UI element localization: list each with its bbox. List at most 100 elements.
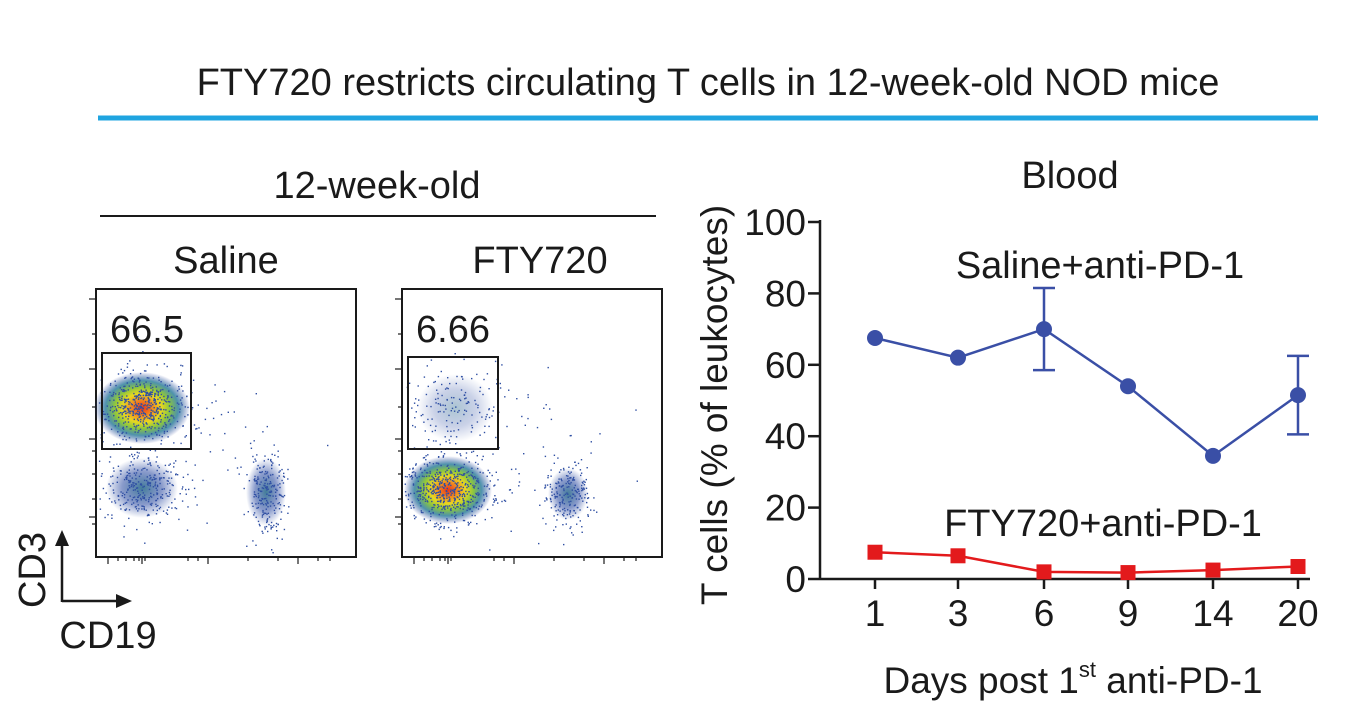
event-dot [446,518,448,520]
event-dot [141,505,143,507]
event-dot [272,502,274,505]
event-dot [579,495,581,498]
event-dot [169,423,172,425]
event-dot [143,412,145,414]
event-dot [274,491,277,493]
event-dot [567,471,570,473]
event-dot [462,499,465,501]
event-dot [436,495,438,497]
event-dot [112,489,115,491]
event-dot [439,494,441,496]
event-dot [127,474,129,477]
event-dot [143,460,145,462]
event-dot [128,415,130,418]
event-dot [278,464,280,466]
event-dot [440,370,442,373]
flow-plot-fty720: FTY720 6.66 [401,240,663,558]
event-dot [267,502,269,504]
event-dot [135,408,137,410]
event-dot [141,397,143,399]
event-dot [110,476,112,478]
event-dot [133,381,135,383]
event-dot [439,522,442,525]
event-dot [449,382,451,385]
event-dot [470,474,472,476]
event-dot [410,492,412,495]
event-dot [156,390,158,393]
event-dot [420,505,422,507]
event-dot [572,478,574,480]
event-dot [272,495,274,497]
event-dot [503,499,506,502]
event-dot [424,494,426,496]
event-dot [449,476,452,478]
event-dot [114,380,116,382]
event-dot [465,397,467,399]
event-dot [133,485,136,487]
event-dot [486,475,488,477]
event-dot [449,498,451,500]
event-dot [468,491,470,493]
event-dot [163,399,166,401]
event-dot [437,524,439,526]
event-dot [178,386,180,388]
event-dot [212,417,215,420]
event-dot [586,492,589,495]
event-dot [135,395,137,397]
event-dot [546,499,548,501]
event-dot [486,508,489,511]
event-dot [146,364,148,366]
event-dot [123,496,126,499]
event-dot [161,494,164,496]
event-dot [169,384,171,386]
event-dot [421,475,424,477]
event-dot [559,506,561,508]
event-dot [547,366,549,369]
event-dot [461,495,463,498]
event-dot [585,478,587,481]
event-dot [275,495,277,497]
event-dot [110,428,113,430]
event-dot [481,416,483,418]
event-dot [159,406,161,408]
event-dot [150,496,153,498]
event-dot [453,397,455,399]
event-dot [135,385,137,388]
event-dot [550,418,553,421]
event-dot [281,479,283,482]
event-dot [569,511,571,513]
event-dot [547,475,549,477]
event-dot [416,491,418,493]
event-dot [111,517,113,519]
event-dot [153,411,156,413]
event-dot [149,407,151,409]
event-dot [560,478,562,480]
event-dot [476,455,478,457]
event-dot [439,491,441,493]
event-dot [124,400,126,402]
event-dot [125,412,127,414]
event-dot [195,428,197,430]
event-dot [431,418,433,420]
event-dot [445,490,448,493]
event-dot [574,489,576,492]
event-dot [132,414,134,416]
event-dot [128,437,131,439]
event-dot [423,518,426,520]
event-dot [180,442,182,445]
event-dot [155,411,157,414]
event-dot [134,431,136,433]
event-dot [132,502,135,504]
event-dot [206,407,208,410]
event-dot [454,511,456,513]
event-dot [462,497,464,500]
event-dot [148,521,150,524]
event-dot [482,455,484,458]
event-dot [516,398,518,400]
event-dot [438,482,441,485]
event-dot [257,496,260,499]
event-dot [431,506,433,509]
event-dot [182,476,185,478]
event-dot [133,418,135,421]
event-dot [123,369,126,372]
